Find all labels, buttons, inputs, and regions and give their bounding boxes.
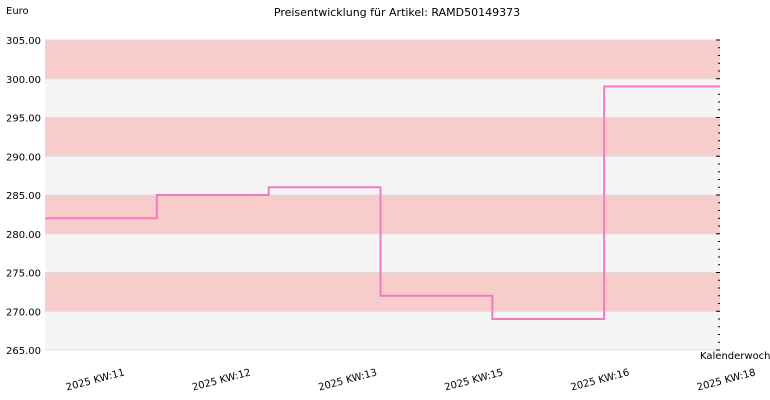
x-tick-label: 2025 KW:16 bbox=[570, 367, 631, 393]
band-0 bbox=[45, 40, 720, 79]
band-5 bbox=[45, 233, 720, 273]
x-tick-label: 2025 KW:11 bbox=[65, 367, 126, 393]
y-tick-label: 265.00 bbox=[6, 346, 41, 357]
x-tick-label: 2025 KW:12 bbox=[191, 367, 252, 393]
band-7 bbox=[45, 311, 720, 350]
y-tick-label: 280.00 bbox=[6, 230, 41, 241]
right-axis-ticks bbox=[716, 39, 720, 351]
band-3 bbox=[45, 156, 720, 195]
band-4 bbox=[45, 195, 720, 234]
y-tick-label: 290.00 bbox=[6, 152, 41, 163]
y-axis-unit-label: Euro bbox=[6, 6, 29, 17]
y-tick-label: 275.00 bbox=[6, 269, 41, 280]
y-tick-label: 270.00 bbox=[6, 307, 41, 318]
chart-title: Preisentwicklung für Artikel: RAMD501493… bbox=[274, 6, 520, 19]
y-tick-label: 285.00 bbox=[6, 191, 41, 202]
band-1 bbox=[45, 78, 720, 118]
x-axis-unit-label: Kalenderwoche bbox=[700, 351, 770, 362]
y-tick-label: 295.00 bbox=[6, 114, 41, 125]
price-series-line bbox=[45, 85, 720, 320]
y-axis-tick-labels: 265.00 270.00 275.00 280.00 285.00 290.00 295.… bbox=[6, 36, 41, 357]
x-axis-tick-labels: 2025 KW:11 2025 KW:12 2025 KW:13 2025 KW:15… bbox=[65, 367, 757, 393]
y-tick-label: 305.00 bbox=[6, 36, 41, 47]
band-6 bbox=[45, 272, 720, 312]
x-tick-label: 2025 KW:13 bbox=[317, 367, 378, 393]
x-tick-label: 2025 KW:18 bbox=[696, 367, 757, 393]
y-tick-label: 300.00 bbox=[6, 75, 41, 86]
x-tick-label: 2025 KW:15 bbox=[443, 367, 504, 393]
band-2 bbox=[45, 117, 720, 157]
